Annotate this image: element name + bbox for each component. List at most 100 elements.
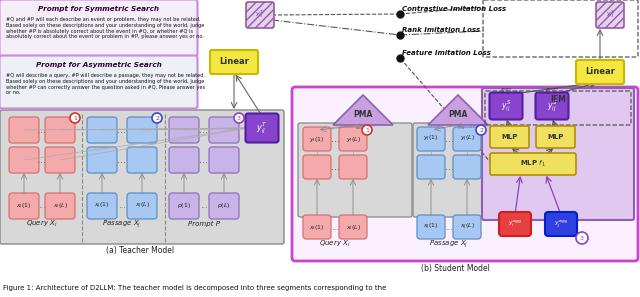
Text: ...: ... — [330, 162, 339, 172]
Text: Rank Imitation Loss: Rank Imitation Loss — [402, 27, 480, 33]
FancyBboxPatch shape — [0, 0, 198, 56]
FancyBboxPatch shape — [339, 215, 367, 239]
FancyBboxPatch shape — [453, 155, 481, 179]
FancyBboxPatch shape — [0, 56, 198, 108]
Text: #Q will describe a query, #P will describe a passage, they may not be related.
B: #Q will describe a query, #P will descri… — [6, 73, 205, 95]
FancyBboxPatch shape — [499, 212, 531, 236]
FancyBboxPatch shape — [339, 155, 367, 179]
FancyBboxPatch shape — [303, 155, 331, 179]
FancyBboxPatch shape — [339, 127, 367, 151]
FancyBboxPatch shape — [87, 117, 117, 143]
FancyBboxPatch shape — [596, 2, 624, 28]
FancyBboxPatch shape — [413, 123, 527, 217]
FancyBboxPatch shape — [298, 123, 412, 217]
Text: $x_j(L)$: $x_j(L)$ — [134, 201, 150, 211]
Text: $x_i(L)$: $x_i(L)$ — [52, 201, 67, 211]
Circle shape — [362, 125, 372, 135]
Text: $y_{ij}^S$: $y_{ij}^S$ — [547, 98, 557, 114]
FancyBboxPatch shape — [169, 193, 199, 219]
FancyBboxPatch shape — [453, 127, 481, 151]
FancyBboxPatch shape — [169, 117, 199, 143]
Text: $y_j^{\rm agg}$: $y_j^{\rm agg}$ — [554, 218, 568, 230]
FancyBboxPatch shape — [45, 193, 75, 219]
Text: MLP: MLP — [501, 134, 518, 140]
FancyBboxPatch shape — [482, 88, 634, 220]
Text: $y_{ij}^T$: $y_{ij}^T$ — [256, 120, 268, 136]
Text: 1: 1 — [365, 127, 369, 132]
Text: PMA: PMA — [448, 110, 468, 119]
Text: $y_i^{\rm agg}$: $y_i^{\rm agg}$ — [508, 219, 522, 229]
Text: Passage $X_j$: Passage $X_j$ — [102, 218, 141, 230]
Text: $f_2^{\rm asym}$: $f_2^{\rm asym}$ — [545, 87, 559, 97]
Text: $x_i(1)$: $x_i(1)$ — [309, 222, 324, 231]
Text: #Q and #P will each describe an event or problem, they may not be related.
Based: #Q and #P will each describe an event or… — [6, 17, 204, 40]
FancyBboxPatch shape — [209, 117, 239, 143]
Polygon shape — [428, 95, 488, 125]
FancyBboxPatch shape — [576, 60, 624, 84]
Text: ...: ... — [200, 125, 209, 135]
Text: $y_{ij}^S$: $y_{ij}^S$ — [605, 9, 614, 21]
Text: ...: ... — [118, 125, 127, 135]
Text: ...: ... — [445, 134, 454, 144]
Text: ...: ... — [38, 201, 46, 211]
FancyBboxPatch shape — [490, 153, 576, 175]
Text: (a) Teacher Model: (a) Teacher Model — [106, 246, 174, 255]
FancyBboxPatch shape — [490, 126, 529, 148]
Text: ...: ... — [38, 125, 47, 135]
FancyBboxPatch shape — [0, 110, 284, 244]
Text: ...: ... — [200, 155, 209, 165]
Text: $y_{ij}^S$: $y_{ij}^S$ — [501, 98, 511, 114]
Text: MLP: MLP — [547, 134, 564, 140]
FancyBboxPatch shape — [417, 215, 445, 239]
FancyBboxPatch shape — [536, 126, 575, 148]
Text: 3: 3 — [237, 116, 241, 121]
FancyBboxPatch shape — [246, 2, 274, 28]
Text: $y_i(1)$: $y_i(1)$ — [309, 135, 324, 143]
FancyBboxPatch shape — [209, 193, 239, 219]
FancyBboxPatch shape — [490, 92, 522, 119]
Text: ...: ... — [445, 162, 454, 172]
Text: ...: ... — [445, 222, 453, 231]
Text: Linear: Linear — [585, 67, 615, 77]
Text: Prompt for Symmetric Search: Prompt for Symmetric Search — [38, 6, 159, 12]
FancyBboxPatch shape — [303, 127, 331, 151]
FancyBboxPatch shape — [45, 147, 75, 173]
Text: $p(1)$: $p(1)$ — [177, 201, 191, 211]
FancyBboxPatch shape — [210, 50, 258, 74]
Text: $x_j(L)$: $x_j(L)$ — [460, 222, 474, 232]
Text: 2: 2 — [155, 116, 159, 121]
Text: Passage $X_j$: Passage $X_j$ — [429, 238, 468, 250]
FancyBboxPatch shape — [9, 193, 39, 219]
Text: ...: ... — [330, 134, 339, 144]
Text: Figure 1: Architecture of D2LLM: The teacher model is decomposed into three segm: Figure 1: Architecture of D2LLM: The tea… — [3, 285, 387, 291]
FancyBboxPatch shape — [417, 155, 445, 179]
FancyBboxPatch shape — [292, 87, 638, 261]
Text: $x_i(1)$: $x_i(1)$ — [16, 201, 32, 211]
FancyBboxPatch shape — [127, 193, 157, 219]
Text: $y_j(1)$: $y_j(1)$ — [423, 134, 439, 144]
Text: ...: ... — [200, 201, 208, 211]
FancyBboxPatch shape — [303, 215, 331, 239]
Circle shape — [234, 113, 244, 123]
Circle shape — [152, 113, 162, 123]
FancyBboxPatch shape — [87, 193, 117, 219]
Text: ...: ... — [118, 201, 126, 211]
FancyBboxPatch shape — [453, 215, 481, 239]
Text: Prompt P: Prompt P — [188, 221, 220, 227]
Circle shape — [70, 113, 80, 123]
Text: Query $X_i$: Query $X_i$ — [26, 219, 58, 229]
Text: $y_j(L)$: $y_j(L)$ — [460, 134, 474, 144]
Text: 3: 3 — [580, 236, 584, 241]
FancyBboxPatch shape — [87, 147, 117, 173]
FancyBboxPatch shape — [417, 127, 445, 151]
FancyBboxPatch shape — [9, 117, 39, 143]
FancyBboxPatch shape — [127, 147, 157, 173]
FancyBboxPatch shape — [169, 147, 199, 173]
Circle shape — [576, 232, 588, 244]
Text: MLP $f_1$: MLP $f_1$ — [520, 159, 546, 169]
FancyBboxPatch shape — [127, 117, 157, 143]
Text: Linear: Linear — [219, 58, 249, 67]
Text: Contrastive Imitation Loss: Contrastive Imitation Loss — [402, 6, 506, 12]
Text: 2: 2 — [479, 127, 483, 132]
Text: $p(L)$: $p(L)$ — [217, 201, 231, 211]
